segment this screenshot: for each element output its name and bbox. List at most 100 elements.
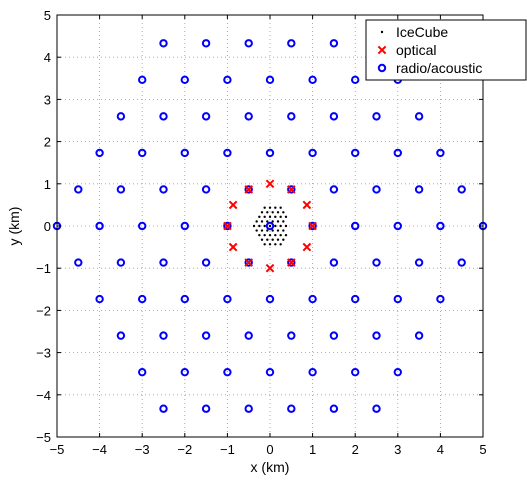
data-point-x-stroke [286,185,296,194]
x-tick-label: −2 [177,442,192,457]
axis-ticks [56,14,484,438]
data-point-dot [266,211,269,214]
data-point-circle [95,148,104,158]
data-point-dot [268,233,272,237]
data-point-circle [116,258,126,267]
data-point-circle [265,75,275,85]
data-point-circle [265,221,275,231]
y-tick-labels: −5 −4 −3 −2 −1 0 1 2 3 4 5 [36,8,51,445]
data-point-x-stroke [302,200,312,210]
data-point-dot [260,220,264,223]
data-point-circle [329,404,339,413]
data-point-x [228,200,238,210]
data-point-dot [252,224,256,228]
data-point-dot [271,220,274,223]
data-point-circle [138,221,147,231]
data-point-dot [282,220,285,223]
data-point-dot [258,233,261,237]
data-point-x [286,258,296,267]
legend-label: optical [396,42,436,58]
data-point-x [308,221,317,231]
data-point-circle [393,367,402,377]
y-tick-label: −5 [36,430,51,445]
data-point-circle [201,185,211,194]
data-point-circle [138,294,147,304]
data-point-dot [263,224,266,228]
data-point-x [265,263,275,273]
data-point-circle [329,258,339,267]
data-point-circle [351,75,360,85]
legend: IceCube optical radio/acoustic [365,19,527,81]
data-point-dot [284,215,288,219]
legend-marker-x [377,45,387,55]
data-point-dot [260,229,264,232]
data-point-dot [266,229,269,232]
data-point-dot [271,238,274,241]
data-point-circle [116,112,126,121]
data-point-circle [308,294,317,304]
data-point-circle [308,75,317,85]
data-point-dot [274,215,277,219]
data-point-dot [274,206,277,209]
data-point-circle [308,221,317,231]
data-point-circle [180,294,190,304]
data-point-circle [372,185,381,194]
data-point-circle [308,367,317,377]
x-tick-label: 1 [309,442,316,457]
data-point-circle [457,258,466,267]
data-point-circle [201,39,211,48]
x-tick-label: 5 [479,442,486,457]
data-point-dot [276,211,280,214]
data-point-dot [255,220,258,223]
data-point-x [223,221,232,231]
data-point-circle [180,221,190,231]
data-point-circle [329,112,339,121]
data-point-circle [159,185,168,194]
y-tick-label: 5 [44,8,51,23]
data-point-circle [244,39,253,48]
x-tick-label: 4 [437,442,444,457]
data-point-circle [265,148,275,158]
data-point-circle [223,367,232,377]
data-point-circle [393,294,402,304]
data-point-circle [159,112,168,121]
data-point-circle [223,221,232,231]
data-point-x [265,179,275,189]
data-point-circle [414,112,424,121]
data-point-circle [201,331,211,340]
data-point-x [302,242,312,252]
legend-marker-circle [377,63,387,73]
data-point-dot [279,224,282,228]
y-tick-label: −1 [36,261,51,276]
y-tick-label: 2 [44,135,51,150]
data-point-circle [116,185,126,194]
series-dot [252,206,288,246]
data-point-circle [265,367,275,377]
data-point-dot [279,233,282,237]
data-point-x [228,242,238,252]
data-point-dot [255,229,258,232]
data-point-circle [436,148,445,158]
data-point-dot [263,233,266,237]
data-point-circle [308,148,317,158]
data-point-circle [372,258,381,267]
data-point-circle [287,404,296,413]
x-tick-label: −1 [220,442,235,457]
data-point-circle [287,39,296,48]
x-axis-label: x (km) [251,459,290,475]
data-point-circle [329,185,339,194]
data-point-circle [159,331,168,340]
data-point-circle [351,221,360,231]
data-point-circle [287,331,296,340]
data-point-circle [414,258,424,267]
data-point-x-stroke [244,185,254,194]
data-point-circle [223,75,232,85]
data-point-circle [436,294,445,304]
data-point-circle [95,294,104,304]
data-point-dot [274,224,277,228]
data-point-circle [414,331,424,340]
data-point-dot [271,211,274,214]
legend-box [365,19,527,81]
data-point-dot [282,229,285,232]
